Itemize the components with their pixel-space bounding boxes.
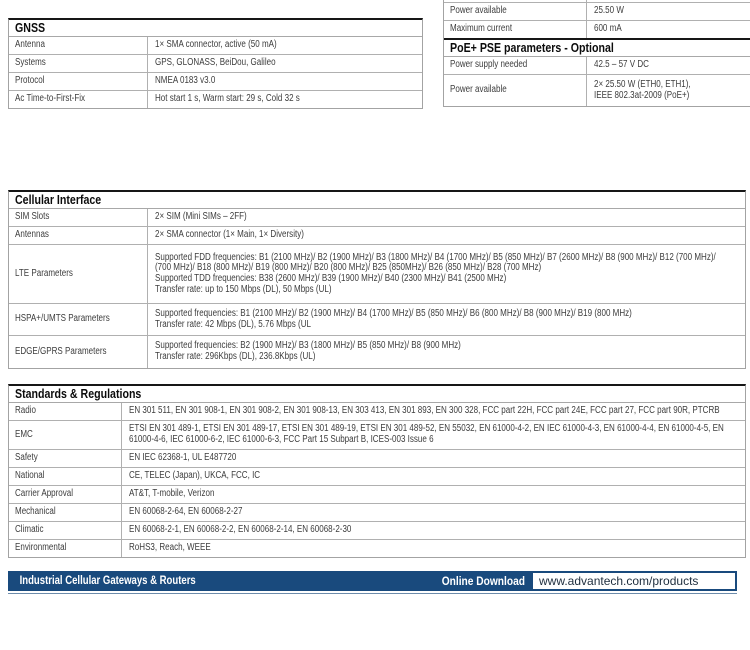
row-value: 2× SIM (Mini SIMs – 2FF) (155, 211, 247, 223)
table-row: Systems GPS, GLONASS, BeiDou, Galileo (9, 55, 422, 73)
row-label: National (9, 468, 122, 485)
row-label: Environmental (9, 540, 122, 557)
row-value: NMEA 0183 v3.0 (155, 75, 216, 87)
table-row: Power available 25.50 W (444, 3, 750, 21)
download-url-box[interactable]: www.advantech.com/products (533, 573, 735, 589)
clipped-row (444, 0, 750, 3)
row-value: Hot start 1 s, Warm start: 29 s, Cold 32… (155, 93, 300, 105)
row-value: Supported frequencies: B2 (1900 MHz)/ B3… (155, 340, 461, 362)
row-value: 2× SMA connector (1× Main, 1× Diversity) (155, 229, 304, 241)
standards-table-header: Standards & Regulations (9, 386, 745, 403)
table-row: EMC ETSI EN 301 489-1, ETSI EN 301 489-1… (9, 421, 745, 450)
gnss-table-title: GNSS (15, 21, 46, 35)
row-label: Safety (9, 450, 122, 467)
table-row: LTE Parameters Supported FDD frequencies… (9, 245, 745, 304)
row-value: Supported frequencies: B1 (2100 MHz)/ B2… (155, 307, 632, 330)
row-label: SIM Slots (9, 209, 148, 226)
row-label: Mechanical (9, 504, 122, 521)
table-row: Radio EN 301 511, EN 301 908-1, EN 301 9… (9, 403, 745, 421)
table-row: Protocol NMEA 0183 v3.0 (9, 73, 422, 91)
download-url-link[interactable]: www.advantech.com/products (539, 574, 699, 588)
table-row: Environmental RoHS3, Reach, WEEE (9, 540, 745, 557)
row-value: ETSI EN 301 489-1, ETSI EN 301 489-17, E… (129, 423, 724, 445)
row-value: EN 60068-2-64, EN 60068-2-27 (129, 506, 243, 518)
row-value: 1× SMA connector, active (50 mA) (155, 39, 277, 51)
table-row: Antenna 1× SMA connector, active (50 mA) (9, 37, 422, 55)
table-row: Safety EN IEC 62368-1, UL E487720 (9, 450, 745, 468)
standards-regulations-table: Standards & Regulations Radio EN 301 511… (8, 384, 746, 558)
row-label: EMC (9, 421, 122, 449)
poe-pse-section-header: PoE+ PSE parameters - Optional (444, 38, 750, 57)
table-row: Climatic EN 60068-2-1, EN 60068-2-2, EN … (9, 522, 745, 540)
row-label: Antennas (9, 227, 148, 244)
poe-pse-section-title: PoE+ PSE parameters - Optional (450, 41, 614, 55)
table-row: Maximum current 600 mA (444, 21, 750, 38)
row-label: Power available (444, 3, 587, 20)
table-row: Carrier Approval AT&T, T-mobile, Verizon (9, 486, 745, 504)
table-row: Ac Time-to-First-Fix Hot start 1 s, Warm… (9, 91, 422, 108)
gnss-table: GNSS Antenna 1× SMA connector, active (5… (8, 18, 423, 109)
cellular-table-header: Cellular Interface (9, 192, 745, 209)
row-value: AT&T, T-mobile, Verizon (129, 488, 215, 500)
cellular-interface-table: Cellular Interface SIM Slots 2× SIM (Min… (8, 190, 746, 369)
row-value: 600 mA (594, 23, 622, 35)
row-value: Supported FDD frequencies: B1 (2100 MHz)… (155, 251, 716, 295)
row-label: Radio (9, 403, 122, 420)
table-row: National CE, TELEC (Japan), UKCA, FCC, I… (9, 468, 745, 486)
table-row: Power supply needed 42.5 – 57 V DC (444, 57, 750, 75)
row-label: Protocol (9, 73, 148, 90)
row-value: EN 301 511, EN 301 908-1, EN 301 908-2, … (129, 405, 720, 417)
table-row: Mechanical EN 60068-2-64, EN 60068-2-27 (9, 504, 745, 522)
footer-banner: Industrial Cellular Gateways & Routers O… (8, 571, 737, 591)
table-row: SIM Slots 2× SIM (Mini SIMs – 2FF) (9, 209, 745, 227)
row-label: Ac Time-to-First-Fix (9, 91, 148, 108)
row-value: CE, TELEC (Japan), UKCA, FCC, IC (129, 470, 261, 482)
row-label: LTE Parameters (9, 245, 148, 303)
table-row: Power available 2× 25.50 W (ETH0, ETH1),… (444, 75, 750, 106)
power-poe-table: Power available 25.50 W Maximum current … (443, 0, 750, 107)
online-download-label: Online Download (441, 574, 525, 588)
row-label: HSPA+/UMTS Parameters (9, 304, 148, 335)
row-value: EN IEC 62368-1, UL E487720 (129, 452, 237, 464)
product-line-title: Industrial Cellular Gateways & Routers (19, 575, 196, 587)
row-value (587, 0, 750, 2)
row-value: EN 60068-2-1, EN 60068-2-2, EN 60068-2-1… (129, 524, 352, 536)
row-label: Carrier Approval (9, 486, 122, 503)
row-label (444, 0, 587, 2)
row-label: Climatic (9, 522, 122, 539)
row-value: GPS, GLONASS, BeiDou, Galileo (155, 57, 276, 69)
row-value: 25.50 W (594, 5, 624, 17)
table-row: EDGE/GPRS Parameters Supported frequenci… (9, 336, 745, 368)
gnss-table-header: GNSS (9, 20, 422, 37)
row-label: Maximum current (444, 21, 587, 38)
cellular-table-title: Cellular Interface (15, 193, 102, 207)
row-value: 42.5 – 57 V DC (594, 59, 649, 71)
row-label: Systems (9, 55, 148, 72)
row-value: RoHS3, Reach, WEEE (129, 542, 211, 554)
row-label: Antenna (9, 37, 148, 54)
table-row: HSPA+/UMTS Parameters Supported frequenc… (9, 304, 745, 336)
table-row: Antennas 2× SMA connector (1× Main, 1× D… (9, 227, 745, 245)
footer-underline (8, 593, 737, 594)
row-label: EDGE/GPRS Parameters (9, 336, 148, 368)
standards-table-title: Standards & Regulations (15, 387, 142, 401)
row-label: Power supply needed (444, 57, 587, 74)
row-label: Power available (444, 75, 587, 106)
row-value: 2× 25.50 W (ETH0, ETH1), IEEE 802.3at-20… (594, 78, 691, 101)
